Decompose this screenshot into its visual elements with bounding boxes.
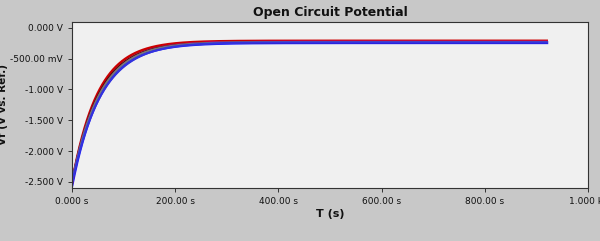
Line: CURVE (acolocp_gp_1_#5.DTA ): CURVE (acolocp_gp_1_#5.DTA ) — [72, 42, 547, 184]
CURVE (acolocp_gp_1_#2.DTA ) — [250, 40, 257, 43]
CURVE (acolocp_gp_1_#6.DTA ) — [271, 41, 278, 44]
CURVE (acolocp_gp_1_#1.DTA ) — [151, 45, 158, 48]
Line: CURVE (acolocp_gp_1_#6.DTA ): CURVE (acolocp_gp_1_#6.DTA ) — [72, 43, 547, 185]
CURVE (acolocp_gp_1_#5.DTA ) — [122, 63, 130, 66]
CURVE (acolocp_gp_1_#2.DTA ) — [68, 180, 76, 183]
CURVE (acolocp_gp_1_#6.DTA ) — [68, 183, 76, 186]
CURVE (acolocp_gp_1_#3.DTA ) — [122, 59, 130, 62]
CURVE (acolocp_gp_1_#4.DTA ) — [482, 40, 490, 43]
CURVE (acolocp_gp_1_#4.DTA ) — [151, 48, 158, 51]
CURVE (acolocp_gp_1_#5.DTA ) — [271, 41, 278, 44]
CURVE (acolocp_gp_1_#2.DTA ) — [482, 40, 490, 43]
CURVE (acolocp_gp_1_#6.DTA ) — [482, 41, 490, 44]
CURVE (acolocp_gp_1_#4.DTA ) — [271, 40, 278, 43]
Line: CURVE (acolocp_gp_1_#3.DTA ): CURVE (acolocp_gp_1_#3.DTA ) — [72, 42, 547, 182]
CURVE (acolocp_gp_1_#1.DTA ) — [68, 182, 76, 185]
CURVE (acolocp_gp_1_#6.DTA ) — [534, 41, 541, 44]
CURVE (acolocp_gp_1_#3.DTA ) — [482, 41, 490, 44]
Line: CURVE (acolocp_gp_1_#4.DTA ): CURVE (acolocp_gp_1_#4.DTA ) — [72, 42, 547, 182]
Y-axis label: Vf (V vs. Ref.): Vf (V vs. Ref.) — [0, 64, 8, 145]
CURVE (acolocp_gp_1_#3.DTA ) — [271, 41, 278, 44]
CURVE (acolocp_gp_1_#6.DTA ) — [151, 49, 158, 52]
CURVE (acolocp_gp_1_#2.DTA ) — [534, 40, 541, 43]
CURVE (acolocp_gp_1_#4.DTA ) — [534, 40, 541, 43]
CURVE (acolocp_gp_1_#1.DTA ) — [271, 39, 278, 42]
CURVE (acolocp_gp_1_#5.DTA ) — [482, 41, 490, 44]
CURVE (acolocp_gp_1_#1.DTA ) — [122, 57, 130, 60]
CURVE (acolocp_gp_1_#1.DTA ) — [534, 39, 541, 42]
CURVE (acolocp_gp_1_#4.DTA ) — [68, 180, 76, 183]
CURVE (acolocp_gp_1_#4.DTA ) — [543, 40, 550, 43]
CURVE (acolocp_gp_1_#1.DTA ) — [543, 39, 550, 42]
Title: Open Circuit Potential: Open Circuit Potential — [253, 6, 407, 19]
CURVE (acolocp_gp_1_#1.DTA ) — [482, 39, 490, 42]
CURVE (acolocp_gp_1_#5.DTA ) — [250, 41, 257, 44]
CURVE (acolocp_gp_1_#4.DTA ) — [122, 60, 130, 63]
CURVE (acolocp_gp_1_#6.DTA ) — [122, 62, 130, 65]
CURVE (acolocp_gp_1_#3.DTA ) — [250, 41, 257, 44]
CURVE (acolocp_gp_1_#2.DTA ) — [151, 47, 158, 50]
CURVE (acolocp_gp_1_#5.DTA ) — [68, 182, 76, 185]
CURVE (acolocp_gp_1_#6.DTA ) — [543, 41, 550, 44]
CURVE (acolocp_gp_1_#5.DTA ) — [151, 49, 158, 52]
CURVE (acolocp_gp_1_#4.DTA ) — [250, 41, 257, 44]
CURVE (acolocp_gp_1_#3.DTA ) — [534, 41, 541, 44]
X-axis label: T (s): T (s) — [316, 209, 344, 219]
CURVE (acolocp_gp_1_#2.DTA ) — [122, 60, 130, 62]
CURVE (acolocp_gp_1_#5.DTA ) — [534, 41, 541, 44]
CURVE (acolocp_gp_1_#5.DTA ) — [543, 41, 550, 44]
CURVE (acolocp_gp_1_#1.DTA ) — [250, 40, 257, 42]
CURVE (acolocp_gp_1_#2.DTA ) — [271, 40, 278, 43]
CURVE (acolocp_gp_1_#3.DTA ) — [543, 41, 550, 44]
Line: CURVE (acolocp_gp_1_#1.DTA ): CURVE (acolocp_gp_1_#1.DTA ) — [72, 41, 547, 183]
Line: CURVE (acolocp_gp_1_#2.DTA ): CURVE (acolocp_gp_1_#2.DTA ) — [72, 42, 547, 182]
CURVE (acolocp_gp_1_#2.DTA ) — [543, 40, 550, 43]
CURVE (acolocp_gp_1_#3.DTA ) — [151, 47, 158, 50]
CURVE (acolocp_gp_1_#6.DTA ) — [250, 41, 257, 44]
CURVE (acolocp_gp_1_#3.DTA ) — [68, 181, 76, 184]
